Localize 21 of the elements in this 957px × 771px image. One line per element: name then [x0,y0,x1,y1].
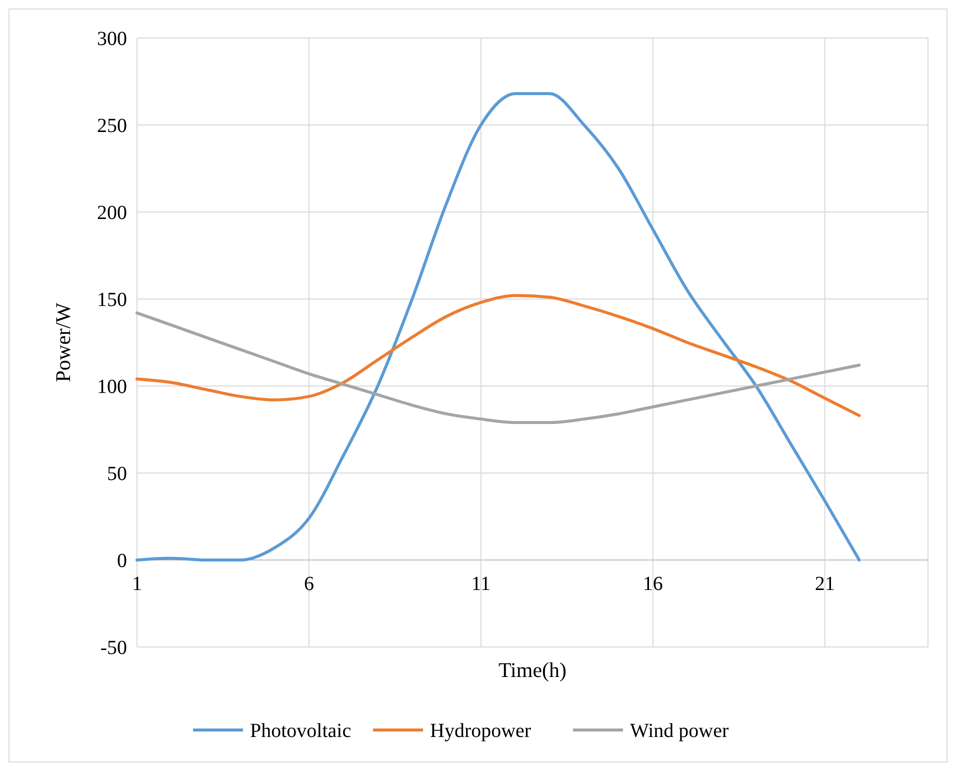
y-tick-label: -50 [100,637,127,659]
y-tick-label: 50 [107,463,127,485]
y-tick-label: 100 [97,376,127,398]
line-series [136,294,861,418]
x-tick-label: 16 [642,573,663,595]
line-series [136,311,861,424]
legend-label: Photovoltaic [250,720,352,742]
line-series [136,92,861,562]
x-tick-label: 1 [132,573,142,595]
legend-label: Wind power [630,720,729,742]
y-axis-title: Power/W [51,302,75,382]
y-tick-label: 200 [97,202,127,224]
x-tick-label: 21 [814,573,835,595]
legend-label: Hydropower [430,720,532,742]
y-tick-label: 300 [97,28,127,50]
x-tick-label: 11 [471,573,491,595]
y-tick-label: 150 [97,289,127,311]
y-tick-label: 0 [117,550,127,572]
x-tick-label: 6 [304,573,314,595]
x-axis-title: Time(h) [498,658,567,682]
y-tick-label: 250 [97,115,127,137]
